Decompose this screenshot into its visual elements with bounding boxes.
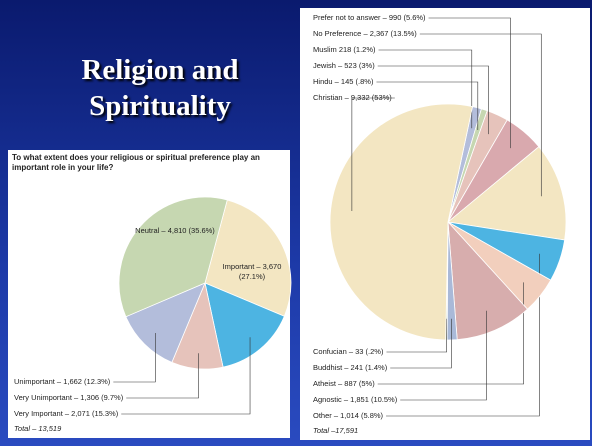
slice-label: Very Unimportant – 1,306 (9.7%)	[14, 393, 124, 402]
slice-label: Unimportant – 1,662 (12.3%)	[14, 377, 111, 386]
leader-line	[376, 81, 479, 130]
slice-label: Hindu – 145 (.8%)	[313, 77, 374, 86]
pie-slice	[204, 282, 285, 368]
pie-slice	[125, 282, 206, 363]
leader-line	[386, 318, 447, 353]
leader-line	[400, 310, 487, 401]
leader-line	[113, 333, 156, 383]
pie-slice	[329, 103, 474, 341]
leader-line	[121, 337, 251, 415]
slice-label: Atheist – 887 (5%)	[313, 379, 375, 388]
leader-line	[377, 282, 524, 385]
leader-line	[351, 97, 395, 211]
chart-title: To what extent does your religious or sp…	[12, 153, 260, 172]
pie-slice	[447, 220, 529, 341]
pie-slice	[204, 199, 292, 317]
pie-slice	[447, 146, 567, 241]
slide-title: Religion and Spirituality	[81, 54, 239, 122]
pie-slice	[118, 196, 228, 318]
slice-label: Very Important – 2,071 (15.3%)	[14, 409, 119, 418]
slice-label: Prefer not to answer – 990 (5.6%)	[313, 13, 426, 22]
slice-label: Muslim 218 (1.2%)	[313, 45, 376, 54]
slice-label: Neutral – 4,810 (35.6%)	[135, 226, 215, 235]
leader-line	[126, 353, 199, 399]
leader-line	[377, 65, 489, 135]
total-label: Total – 13,519	[14, 424, 62, 433]
slice-label: Confucian – 33 (.2%)	[313, 347, 384, 356]
slice-label: Christian – 9,332 (53%)	[313, 93, 392, 102]
slice-label: Important – 3,670 (27.1%)	[222, 262, 282, 281]
leader-line	[390, 318, 452, 369]
slice-label: Agnostic – 1,851 (10.5%)	[313, 395, 398, 404]
leader-line	[386, 253, 540, 417]
slice-label: No Preference – 2,367 (13.5%)	[313, 29, 417, 38]
slice-label-box: Neutral – 4,810 (35.6%)	[135, 226, 215, 235]
slice-label-box: Important – 3,670 (27.1%)	[222, 262, 282, 281]
slice-label: Other – 1,014 (5.8%)	[313, 411, 384, 420]
leader-line	[378, 49, 473, 129]
total-label: Total –17,591	[313, 426, 358, 435]
slice-label: Buddhist – 241 (1.4%)	[313, 363, 388, 372]
slice-label: Jewish – 523 (3%)	[313, 61, 375, 70]
leader-line	[428, 17, 511, 149]
chart-title-box: To what extent does your religious or sp…	[12, 153, 260, 172]
leader-line	[419, 33, 542, 197]
